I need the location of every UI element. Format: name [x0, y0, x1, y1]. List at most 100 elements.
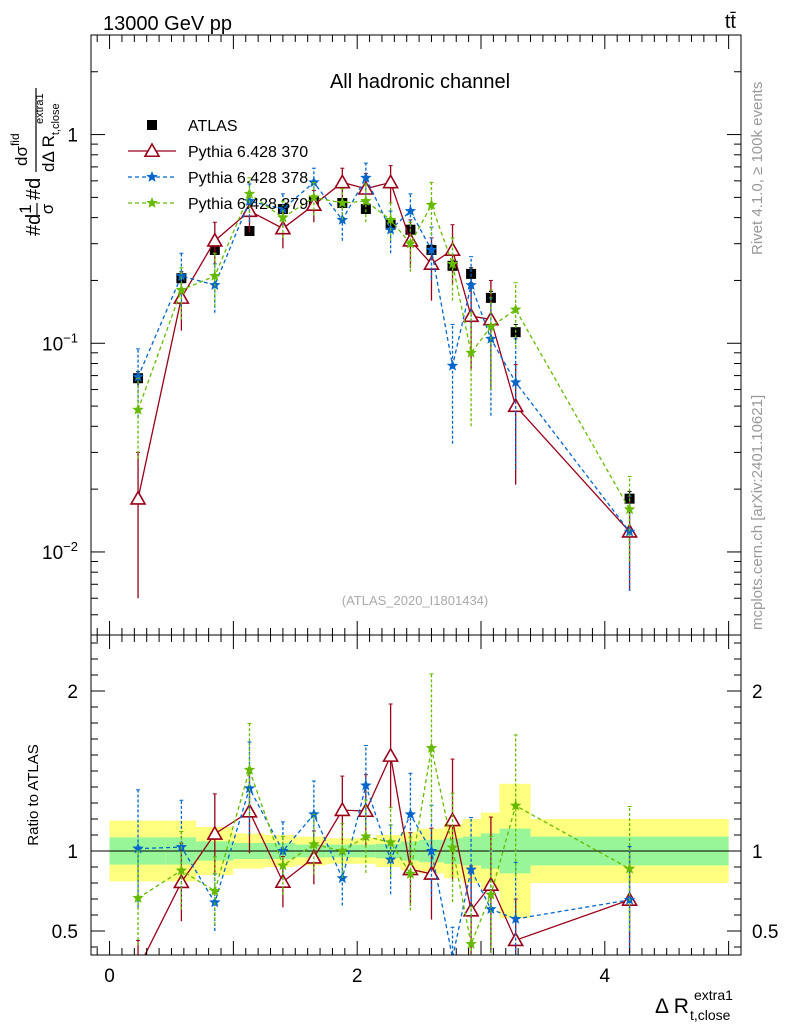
- ratio-plot-axes: 0.5 0.5 1 1 2 2 0 2 4: [52, 634, 778, 987]
- series-line-2: [137, 176, 631, 533]
- data-point-s1-0: [129, 490, 147, 505]
- data-point-s3-14: [510, 303, 522, 315]
- ratio-point-s3-12: [465, 938, 477, 949]
- ratio-point-s3-3: [243, 763, 256, 775]
- series-line-1: [137, 181, 631, 533]
- ratio-y-tick-label: 0.5: [52, 922, 78, 943]
- ratio-plot-data: [91, 673, 741, 974]
- ratio-point-s2-5: [308, 808, 320, 820]
- x-tick-label: 2: [352, 966, 363, 987]
- main-plot-data: [129, 162, 638, 599]
- ratio-y-tick-label-right: 2: [752, 682, 763, 703]
- data-point-s2-9: [404, 205, 417, 216]
- ylabel-frac1-num: 1: [16, 204, 35, 213]
- data-point-s2-14: [510, 376, 522, 388]
- energy-label: 13000 GeV pp: [103, 13, 232, 35]
- legend: ATLAS Pythia 6.428 370 Pythia 6.428 378 Pyt…: [128, 118, 308, 213]
- data-point-s2-12: [465, 279, 477, 290]
- plot-title: All hadronic channel: [330, 71, 510, 93]
- analysis-label: (ATLAS_2020_I1801434): [342, 593, 488, 608]
- ratio-point-s3-14: [510, 799, 522, 811]
- x-tick-label: 4: [600, 966, 611, 987]
- ylabel-mid: #d: [23, 178, 45, 200]
- y-tick-label: 1: [67, 126, 78, 147]
- ratio-y-tick-label-right: 0.5: [752, 922, 778, 943]
- ratio-point-s1-0: [131, 962, 145, 974]
- data-point-s3-13: [485, 320, 497, 332]
- data-point-s3-1: [175, 284, 188, 295]
- data-point-s3-6: [336, 197, 348, 208]
- data-point-s3-15: [623, 503, 636, 515]
- ratio-line-3: [137, 748, 630, 947]
- legend-marker-1: [143, 142, 161, 158]
- ratio-point-s2-13: [485, 903, 497, 914]
- ratio-point-s3-8: [384, 836, 397, 848]
- data-point-s1-8: [382, 173, 399, 189]
- ratio-point-s2-12: [465, 863, 477, 875]
- ratio-point-s3-10: [425, 742, 438, 753]
- ratio-point-s3-5: [308, 838, 320, 850]
- ratio-point-s2-9: [404, 808, 417, 820]
- ylabel-frac1-den: σ: [38, 203, 57, 214]
- ratio-y-tick-label: 1: [67, 842, 78, 863]
- ylabel-frac2-num: dσfid: [8, 133, 31, 166]
- legend-label-0: ATLAS: [188, 118, 238, 135]
- data-point-s2-0: [132, 370, 144, 382]
- ratio-point-s3-0: [132, 892, 144, 903]
- data-point-s0-7: [360, 203, 371, 214]
- data-point-s2-11: [446, 359, 459, 371]
- data-point-s2-7: [360, 171, 372, 183]
- ratio-point-s3-2: [209, 885, 221, 896]
- ylabel-frac2-den: dΔ Rt,close: [39, 103, 62, 172]
- legend-label-3: Pythia 6.428 379: [188, 196, 308, 213]
- data-point-s1-2: [206, 232, 224, 247]
- ratio-point-s1-6: [333, 801, 351, 817]
- ratio-point-s3-7: [360, 830, 372, 842]
- legend-marker-3: [146, 197, 158, 208]
- data-point-s3-2: [209, 270, 221, 281]
- data-point-s3-10: [425, 199, 438, 210]
- y-axis-label-main: #d 1 σ #d dσfid dΔ Rt,close extra1: [8, 88, 62, 236]
- series-line-3: [137, 192, 631, 510]
- ratio-point-s3-9: [404, 867, 417, 879]
- ratio-line-1: [144, 753, 630, 955]
- ratio-point-s3-4: [277, 859, 289, 871]
- data-point-s3-3: [243, 187, 256, 199]
- data-point-s3-7: [360, 195, 372, 206]
- source-label: mcplots.cern.ch [arXiv:2401.10621]: [749, 395, 766, 630]
- ratio-point-s3-1: [175, 864, 188, 876]
- y-axis-label-ratio: Ratio to ATLAS: [25, 744, 42, 845]
- ratio-point-s2-4: [277, 845, 289, 856]
- data-point-s2-10: [425, 243, 438, 255]
- y-tick-label: 10−2: [42, 539, 78, 564]
- ratio-point-s3-11: [446, 841, 459, 853]
- legend-label-1: Pythia 6.428 370: [188, 144, 308, 161]
- ratio-point-s2-14: [510, 913, 522, 924]
- legend-marker-0: [147, 120, 157, 130]
- xlabel-sub: t,close: [690, 1007, 731, 1023]
- ratio-point-s2-3: [243, 782, 256, 794]
- process-label: tt̄: [725, 11, 737, 33]
- x-tick-label: 0: [104, 966, 115, 987]
- data-point-s3-9: [404, 237, 417, 249]
- rivet-version-label: Rivet 4.1.0, ≥ 100k events: [749, 82, 766, 255]
- ylabel-prefix: #d: [23, 214, 45, 236]
- ratio-point-s2-11: [451, 951, 454, 955]
- data-point-s3-4: [277, 211, 289, 223]
- ratio-point-s1-2: [206, 825, 224, 840]
- data-point-s3-8: [384, 213, 397, 225]
- xlabel-sup: extra1: [694, 987, 733, 1003]
- data-point-s2-5: [308, 176, 320, 188]
- y-tick-label: 10−1: [42, 330, 78, 355]
- ratio-y-tick-label-right: 1: [752, 842, 763, 863]
- ylabel-frac2-den-sup: extra1: [34, 93, 46, 124]
- ratio-point-s1-8: [382, 747, 399, 762]
- ratio-point-s3-13: [485, 888, 497, 900]
- x-axis-label: Δ R extra1 t,close: [655, 987, 733, 1023]
- legend-label-2: Pythia 6.428 378: [188, 170, 308, 187]
- ratio-point-s2-10: [425, 845, 438, 856]
- ratio-point-s3-6: [336, 845, 348, 856]
- ratio-point-s2-7: [360, 779, 372, 791]
- ratio-point-s2-0: [132, 842, 144, 854]
- data-point-s2-1: [175, 270, 188, 281]
